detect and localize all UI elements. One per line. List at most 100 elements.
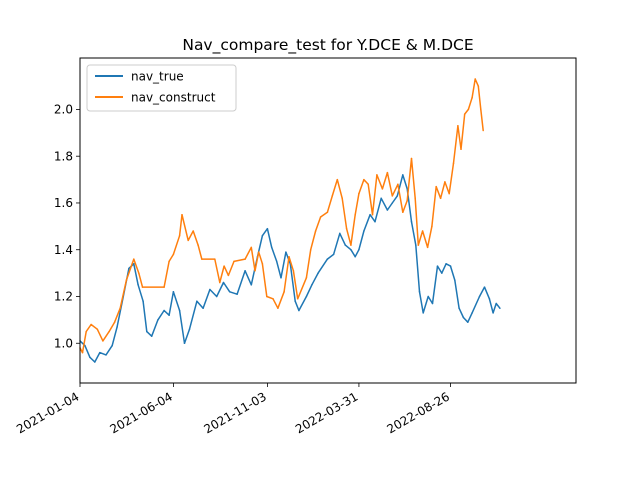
data-point-nav-true [215, 295, 218, 298]
data-point-nav-true [178, 309, 181, 312]
data-point-nav-true [168, 314, 170, 316]
data-point-nav-construct [96, 328, 99, 330]
data-point-nav-construct [233, 260, 235, 263]
data-point-nav-construct [119, 307, 121, 309]
data-point-nav-true [488, 298, 491, 300]
data-point-nav-construct [85, 330, 87, 333]
data-point-nav-true [344, 244, 347, 246]
y-tick-label: 1.0 [54, 336, 73, 350]
plot-frame [79, 57, 577, 384]
data-point-nav-true [222, 281, 225, 284]
data-point-nav-construct [102, 340, 104, 342]
data-point-nav-true [137, 284, 139, 286]
data-point-nav-true [495, 302, 497, 305]
data-point-nav-true [369, 213, 371, 216]
data-point-nav-construct [341, 197, 343, 200]
data-point-nav-true [363, 230, 365, 232]
data-point-nav-true [294, 300, 296, 302]
data-point-nav-true [163, 309, 165, 312]
data-point-nav-true [133, 263, 135, 265]
data-point-nav-construct [277, 307, 279, 309]
data-point-nav-construct [467, 108, 470, 111]
data-point-nav-construct [331, 195, 334, 197]
data-point-nav-construct [266, 295, 268, 298]
data-point-nav-construct [197, 244, 199, 246]
data-point-nav-true [449, 265, 452, 267]
data-point-nav-construct [354, 213, 356, 216]
data-point-nav-true [311, 284, 313, 286]
data-point-nav-construct [138, 272, 140, 274]
data-point-nav-construct [181, 213, 183, 216]
data-point-nav-true [499, 307, 501, 309]
data-point-nav-construct [133, 258, 135, 260]
data-point-nav-construct [305, 277, 308, 279]
data-point-nav-true [202, 307, 204, 309]
data-point-nav-true [94, 361, 96, 363]
data-point-nav-true [458, 307, 460, 309]
data-point-nav-true [89, 356, 91, 359]
data-point-nav-construct [223, 265, 225, 267]
data-point-nav-construct [474, 78, 476, 80]
data-point-nav-true [275, 260, 278, 263]
data-point-nav-construct [480, 108, 482, 111]
legend-label-nav-true: nav_true [131, 70, 184, 84]
data-point-nav-construct [187, 239, 189, 242]
series-layer [79, 78, 501, 363]
data-point-nav-construct [141, 286, 144, 288]
data-point-nav-true [150, 335, 153, 337]
data-point-nav-construct [482, 129, 484, 132]
data-point-nav-construct [309, 248, 312, 251]
data-point-nav-construct [172, 253, 175, 256]
data-point-nav-construct [254, 270, 256, 272]
data-point-nav-construct [108, 330, 110, 333]
data-point-nav-construct [292, 270, 295, 272]
data-point-nav-true [188, 328, 191, 330]
data-point-nav-construct [257, 251, 260, 253]
data-point-nav-true [380, 197, 382, 200]
data-point-nav-construct [426, 246, 429, 249]
data-point-nav-true [374, 220, 376, 223]
data-point-nav-construct [381, 188, 384, 190]
data-point-nav-true [142, 300, 144, 302]
data-point-nav-construct [296, 298, 299, 300]
data-point-nav-construct [410, 157, 413, 160]
data-point-nav-construct [397, 183, 399, 186]
data-point-nav-true [406, 188, 408, 190]
data-point-nav-true [391, 202, 394, 204]
data-point-nav-true [298, 309, 300, 312]
data-point-nav-construct [201, 258, 203, 260]
y-tick-label: 1.6 [54, 196, 73, 210]
data-point-nav-true [441, 272, 443, 274]
data-point-nav-construct [314, 230, 317, 232]
data-point-nav-true [157, 319, 159, 321]
data-point-nav-true [116, 326, 118, 328]
y-tick-label: 1.4 [54, 243, 73, 257]
data-point-nav-true [422, 312, 424, 314]
data-point-nav-true [358, 248, 360, 251]
data-point-nav-true [436, 265, 439, 267]
data-point-nav-true [326, 258, 329, 260]
data-point-nav-construct [417, 244, 420, 246]
data-point-nav-true [228, 291, 231, 293]
data-point-nav-true [244, 270, 246, 272]
data-point-nav-true [266, 227, 269, 230]
data-point-nav-construct [283, 291, 285, 293]
data-point-nav-true [305, 295, 308, 298]
data-point-nav-construct [219, 281, 221, 284]
data-point-nav-construct [358, 192, 360, 195]
data-point-nav-true [250, 284, 253, 286]
data-point-nav-construct [444, 181, 446, 183]
data-point-nav-construct [90, 323, 92, 326]
data-point-nav-true [111, 344, 113, 347]
data-point-nav-construct [272, 298, 274, 300]
legend-frame [86, 64, 237, 112]
data-point-nav-construct [125, 279, 128, 281]
data-point-nav-true [196, 300, 198, 302]
data-point-nav-construct [244, 258, 246, 260]
data-point-nav-true [418, 291, 421, 293]
data-point-nav-construct [421, 230, 424, 232]
data-point-nav-true [467, 321, 469, 323]
y-axis: 1.0 1.2 1.4 1.6 1.8 2.0 [54, 103, 80, 350]
data-point-nav-construct [376, 174, 378, 176]
